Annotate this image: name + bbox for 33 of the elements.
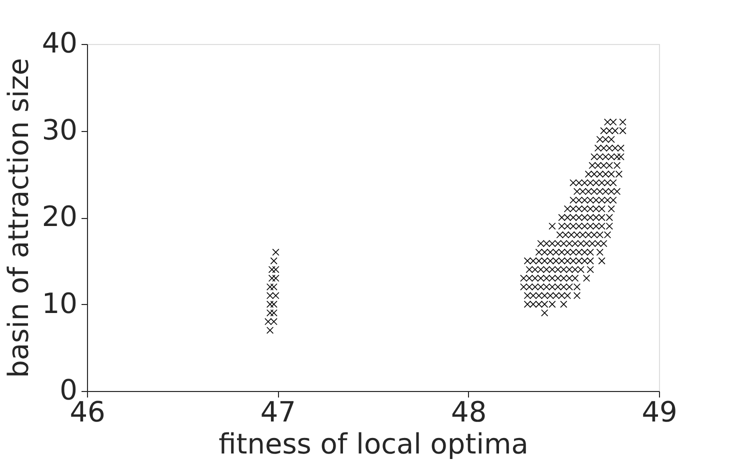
point (272, 266, 280, 274)
point (619, 118, 626, 126)
x-axis-title: fitness of local optima (218, 428, 528, 460)
point (586, 266, 594, 274)
point (266, 300, 274, 308)
point (266, 309, 274, 316)
x-tick-label: 49 (642, 396, 678, 428)
point (270, 283, 278, 290)
y-tick-label: 10 (42, 286, 78, 320)
point (268, 274, 276, 282)
point (272, 248, 280, 256)
point (596, 248, 604, 256)
point (598, 257, 606, 264)
point (560, 300, 568, 308)
point (266, 283, 274, 290)
point (608, 205, 615, 212)
x-tick-label: 48 (451, 396, 487, 428)
point (270, 300, 278, 308)
point (268, 266, 276, 274)
y-tick-label: 40 (42, 26, 78, 60)
y-axis-title: basin of attraction size (2, 58, 35, 378)
point (272, 274, 280, 282)
point (573, 292, 581, 300)
point (582, 274, 590, 282)
point (270, 309, 278, 316)
y-tick-label: 30 (42, 113, 78, 146)
point (266, 326, 274, 334)
x-tick-label: 47 (260, 396, 296, 428)
point (617, 153, 624, 160)
point (270, 257, 278, 264)
point (541, 309, 548, 316)
y-tick-label: 20 (42, 200, 78, 233)
point (548, 222, 556, 230)
